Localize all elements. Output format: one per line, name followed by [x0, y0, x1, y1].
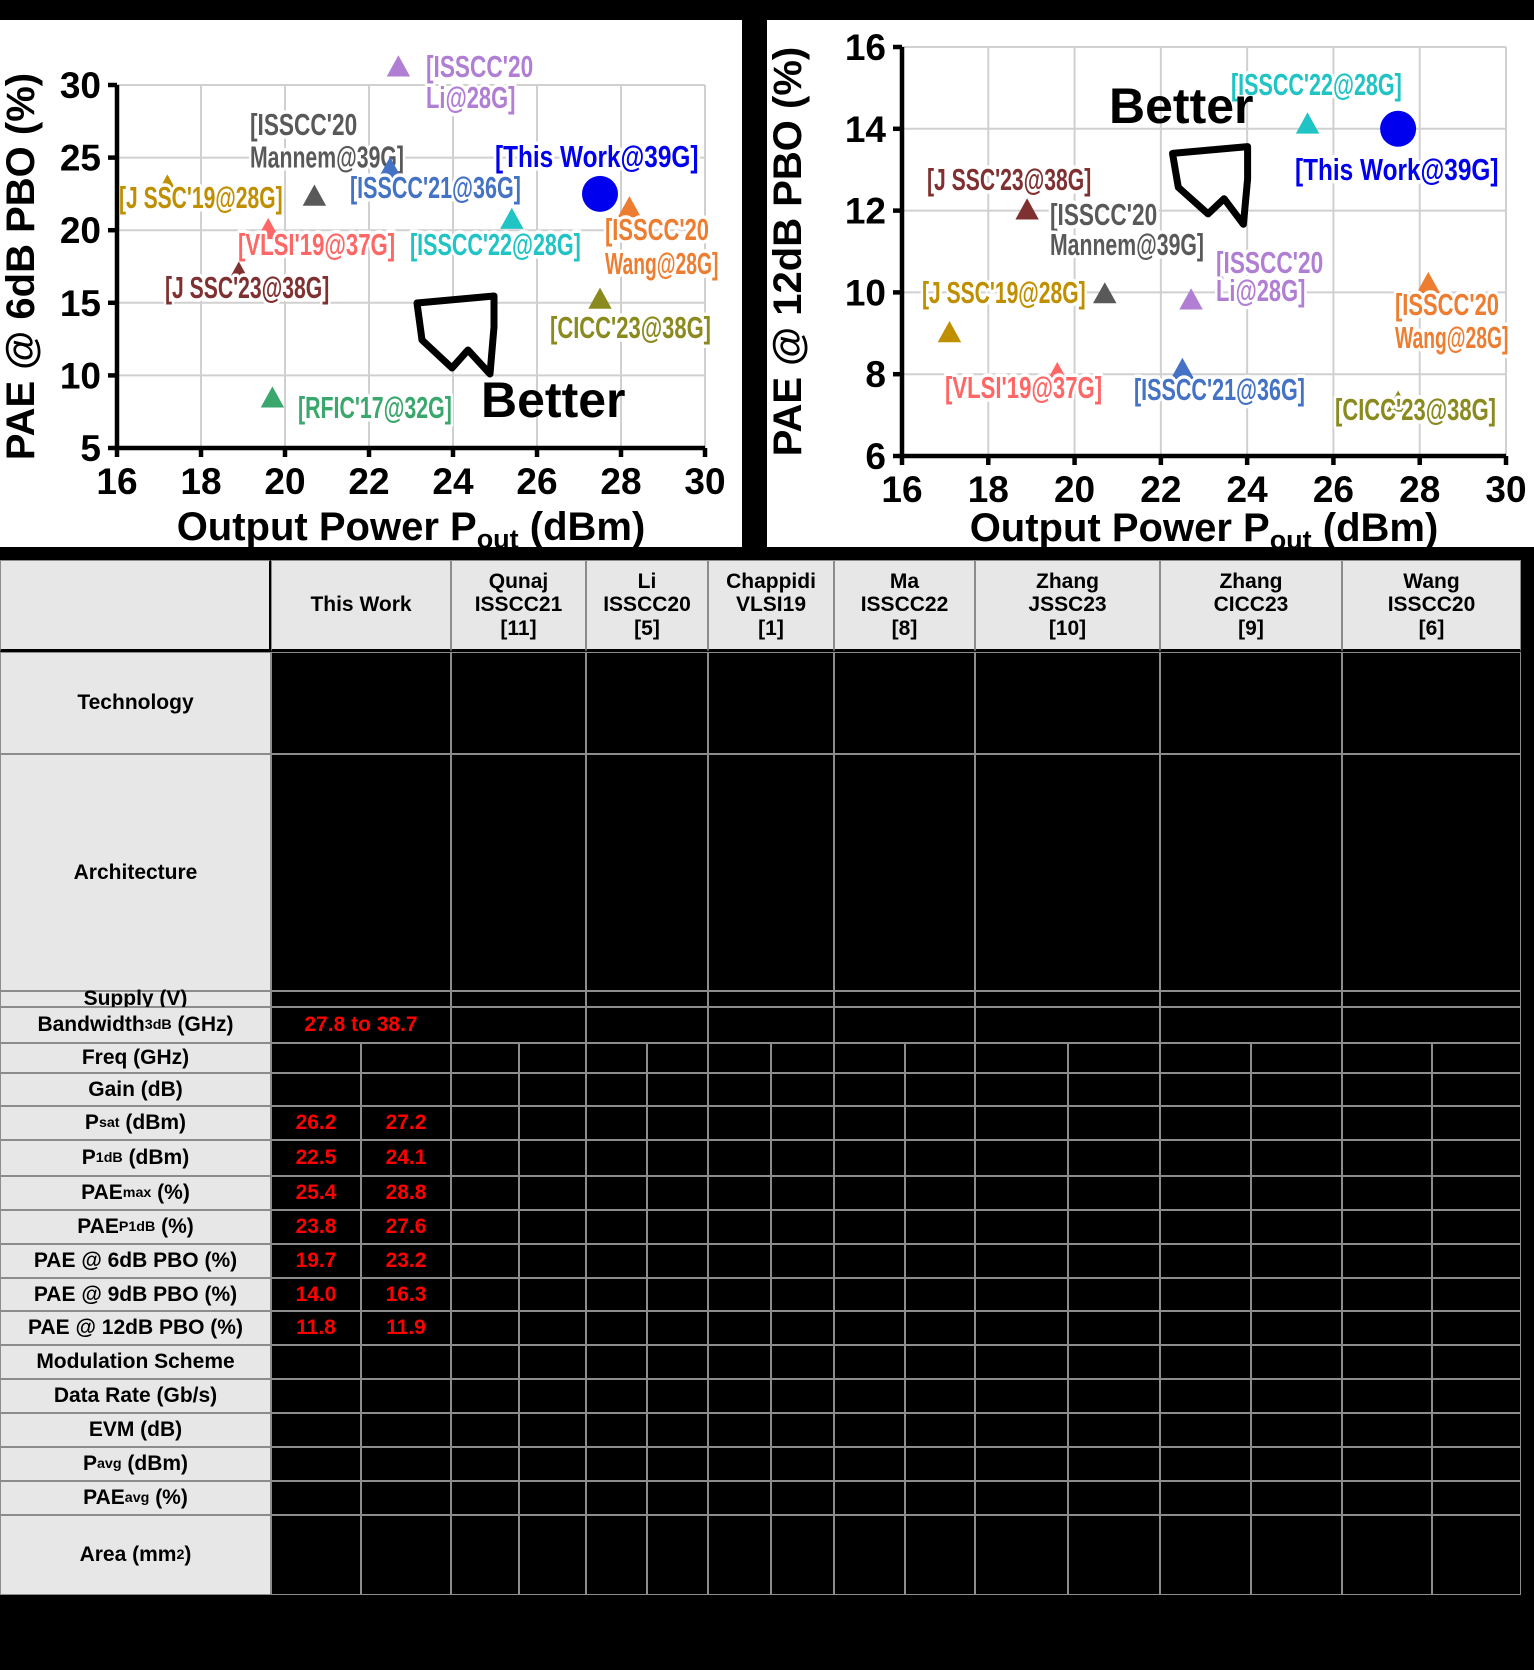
svg-text:[VLSI'19@37G]: [VLSI'19@37G]	[238, 227, 395, 262]
svg-text:Wang@28G]: Wang@28G]	[605, 246, 718, 281]
svg-text:Better: Better	[1109, 78, 1253, 134]
svg-text:24: 24	[432, 461, 474, 502]
svg-text:14: 14	[845, 109, 887, 150]
svg-text:8: 8	[865, 354, 886, 395]
svg-text:[VLSI'19@37G]: [VLSI'19@37G]	[945, 370, 1102, 405]
svg-text:[RFIC'17@32G]: [RFIC'17@32G]	[298, 390, 452, 425]
svg-text:Output Power Pout (dBm): Output Power Pout (dBm)	[177, 505, 646, 547]
svg-text:10: 10	[60, 355, 101, 396]
svg-text:22: 22	[348, 461, 389, 502]
svg-text:20: 20	[60, 210, 101, 251]
svg-text:30: 30	[1485, 469, 1526, 510]
svg-text:[ISSCC'21@36G]: [ISSCC'21@36G]	[350, 170, 521, 205]
svg-text:22: 22	[1140, 469, 1181, 510]
svg-text:[J SSC'19@28G]: [J SSC'19@28G]	[922, 275, 1086, 310]
svg-text:20: 20	[264, 461, 305, 502]
svg-text:16: 16	[96, 461, 137, 502]
svg-text:18: 18	[968, 469, 1009, 510]
svg-text:[ISSCC'20: [ISSCC'20	[1395, 287, 1499, 322]
svg-text:PAE @ 12dB PBO (%): PAE @ 12dB PBO (%)	[767, 47, 810, 456]
svg-text:[ISSCC'22@28G]: [ISSCC'22@28G]	[410, 227, 581, 262]
svg-text:Mannem@39G]: Mannem@39G]	[1050, 227, 1204, 262]
svg-text:Output Power Pout (dBm): Output Power Pout (dBm)	[970, 506, 1439, 547]
svg-text:Li@28G]: Li@28G]	[1216, 273, 1305, 308]
svg-text:[J SSC'19@28G]: [J SSC'19@28G]	[119, 180, 283, 215]
svg-text:[This Work@39G]: [This Work@39G]	[1295, 152, 1499, 187]
svg-text:[CICC'23@38G]: [CICC'23@38G]	[1335, 392, 1496, 427]
svg-text:15: 15	[60, 283, 101, 324]
svg-text:20: 20	[1054, 469, 1095, 510]
svg-text:PAE @ 6dB PBO (%): PAE @ 6dB PBO (%)	[0, 73, 43, 460]
svg-text:6: 6	[865, 436, 886, 477]
svg-text:[ISSCC'20: [ISSCC'20	[605, 212, 709, 247]
svg-text:10: 10	[845, 272, 886, 313]
svg-text:18: 18	[180, 461, 221, 502]
svg-text:30: 30	[684, 461, 725, 502]
svg-text:[ISSCC'20: [ISSCC'20	[426, 49, 533, 84]
svg-text:16: 16	[881, 469, 922, 510]
svg-text:[ISSCC'21@36G]: [ISSCC'21@36G]	[1134, 372, 1305, 407]
svg-text:26: 26	[1313, 469, 1354, 510]
svg-text:Li@28G]: Li@28G]	[426, 80, 515, 115]
svg-text:[J SSC'23@38G]: [J SSC'23@38G]	[165, 270, 329, 305]
svg-text:Better: Better	[481, 372, 625, 428]
svg-text:[J SSC'23@38G]: [J SSC'23@38G]	[927, 162, 1091, 197]
svg-text:[ISSCC'20: [ISSCC'20	[250, 107, 357, 142]
svg-text:[ISSCC'22@28G]: [ISSCC'22@28G]	[1231, 67, 1402, 102]
svg-text:Wang@28G]: Wang@28G]	[1395, 320, 1508, 355]
svg-text:[This Work@39G]: [This Work@39G]	[495, 139, 699, 174]
svg-text:5: 5	[80, 428, 101, 469]
svg-text:28: 28	[600, 461, 641, 502]
svg-text:28: 28	[1399, 469, 1440, 510]
svg-text:25: 25	[60, 138, 101, 179]
svg-text:24: 24	[1227, 469, 1269, 510]
svg-text:26: 26	[516, 461, 557, 502]
svg-text:30: 30	[60, 65, 101, 106]
svg-text:12: 12	[845, 191, 886, 232]
svg-text:16: 16	[845, 27, 886, 68]
svg-text:[CICC'23@38G]: [CICC'23@38G]	[550, 310, 711, 345]
